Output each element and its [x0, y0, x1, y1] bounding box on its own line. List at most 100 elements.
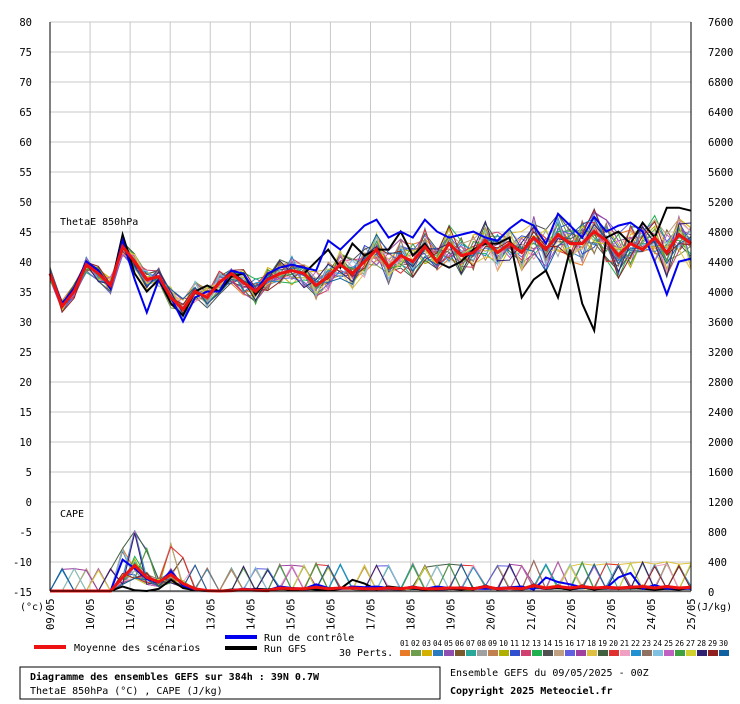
x-tick-label: 20/05 — [486, 598, 498, 630]
footer-subtitle: ThetaE 850hPa (°C) , CAPE (J/kg) — [30, 686, 223, 697]
member-swatch — [433, 650, 443, 656]
y-tick-left: 10 — [19, 437, 32, 449]
member-number: 23 — [642, 639, 651, 648]
footer-box — [19, 666, 441, 700]
x-tick-label: 22/05 — [566, 598, 578, 630]
legend-control-label: Run de contrôle — [264, 632, 354, 644]
member-number: 12 — [521, 639, 530, 648]
y-tick-left: 70 — [19, 77, 32, 89]
member-swatch — [620, 650, 630, 656]
member-swatch — [499, 650, 509, 656]
y-tick-right: 1200 — [708, 497, 733, 509]
x-tick-label: 21/05 — [526, 598, 538, 630]
footer-ensemble: Ensemble GEFS du 09/05/2025 - 00Z — [450, 668, 649, 679]
member-number: 26 — [675, 639, 685, 648]
member-number: 07 — [466, 639, 475, 648]
member-number: 22 — [631, 639, 640, 648]
member-number: 13 — [532, 639, 541, 648]
member-swatch — [411, 650, 421, 656]
member-swatch — [642, 650, 652, 656]
y-tick-left: 50 — [19, 197, 32, 209]
y-tick-right: 4800 — [708, 227, 733, 239]
series-cape-line — [50, 563, 692, 593]
x-tick-label: 19/05 — [446, 598, 458, 630]
series-theta-line — [49, 206, 692, 335]
member-number: 29 — [708, 639, 717, 648]
panel-label-cape: CAPE — [60, 509, 84, 520]
x-tick-label: 10/05 — [85, 598, 97, 630]
member-swatch — [488, 650, 498, 656]
member-swatch — [455, 650, 465, 656]
y-tick-left: 75 — [19, 47, 32, 59]
y-tick-left: 40 — [19, 257, 32, 269]
member-swatch — [686, 650, 696, 656]
member-swatch — [697, 650, 707, 656]
member-swatch — [664, 650, 674, 656]
member-number: 02 — [411, 639, 420, 648]
y-tick-right: 6000 — [708, 137, 733, 149]
y-tick-right: 2800 — [708, 377, 733, 389]
member-swatch — [466, 650, 476, 656]
member-swatch — [444, 650, 454, 656]
x-tick-label: 25/05 — [686, 598, 698, 630]
y-tick-right: 3600 — [708, 317, 733, 329]
member-swatch — [565, 650, 575, 656]
member-number: 21 — [620, 639, 629, 648]
y-tick-right: 4000 — [708, 287, 733, 299]
footer-title: Diagramme des ensembles GEFS sur 384h : … — [30, 671, 320, 683]
member-number: 28 — [697, 639, 707, 648]
y-tick-right: 7200 — [708, 47, 733, 59]
member-number: 01 — [400, 639, 409, 648]
member-number: 30 — [719, 639, 729, 648]
y-tick-right: 4400 — [708, 257, 733, 269]
member-number: 04 — [433, 639, 443, 648]
y-tick-right: 800 — [708, 527, 727, 539]
y-tick-right: 2000 — [708, 437, 733, 449]
member-swatch — [510, 650, 520, 656]
member-theta-line — [49, 225, 692, 307]
x-tick-labels: 09/05 10/05 11/05 12/05 13/05 14/05 15/05 16/05… — [45, 598, 698, 630]
y-tick-left: 65 — [19, 107, 32, 119]
x-tick-label: 15/05 — [285, 598, 297, 630]
series-theta-line — [49, 211, 692, 324]
member-number: 19 — [598, 639, 607, 648]
member-number: 09 — [488, 639, 497, 648]
member-swatch — [719, 650, 729, 656]
member-number: 16 — [565, 639, 575, 648]
y-tick-left: 30 — [19, 317, 32, 329]
y-tick-right: 6400 — [708, 107, 733, 119]
member-swatch — [576, 650, 586, 656]
member-swatch — [521, 650, 531, 656]
y-tick-left: 35 — [19, 287, 32, 299]
x-tick-label: 11/05 — [125, 598, 137, 630]
x-unit-label: (°c) — [20, 602, 44, 613]
y-tick-left: 60 — [19, 137, 32, 149]
legend-gfs-label: Run GFS — [264, 644, 306, 655]
y-tick-right: 5600 — [708, 167, 733, 179]
x-tick-label: 18/05 — [406, 598, 418, 630]
member-number: 17 — [576, 639, 585, 648]
member-swatch — [653, 650, 663, 656]
member-number: 14 — [543, 639, 553, 648]
member-swatch — [708, 650, 718, 656]
x-tick-label: 14/05 — [245, 598, 257, 630]
y-tick-right: 6800 — [708, 77, 733, 89]
y2-unit-label: (J/kg) — [696, 602, 732, 613]
member-number: 25 — [664, 639, 673, 648]
y-tick-left: 80 — [19, 17, 32, 29]
member-number: 15 — [554, 639, 563, 648]
y-tick-right: 5200 — [708, 197, 733, 209]
member-number: 08 — [477, 639, 487, 648]
y-tick-left: 15 — [19, 407, 32, 419]
member-number: 10 — [499, 639, 509, 648]
y-tick-right: 3200 — [708, 347, 733, 359]
y-tick-left: 5 — [26, 467, 32, 479]
footer-copyright: Copyright 2025 Meteociel.fr — [450, 685, 613, 697]
series-theta-line — [48, 229, 692, 312]
member-swatch — [598, 650, 608, 656]
x-tick-label: 17/05 — [366, 598, 378, 630]
member-swatch — [477, 650, 487, 656]
member-swatch — [422, 650, 432, 656]
member-number: 24 — [653, 639, 663, 648]
